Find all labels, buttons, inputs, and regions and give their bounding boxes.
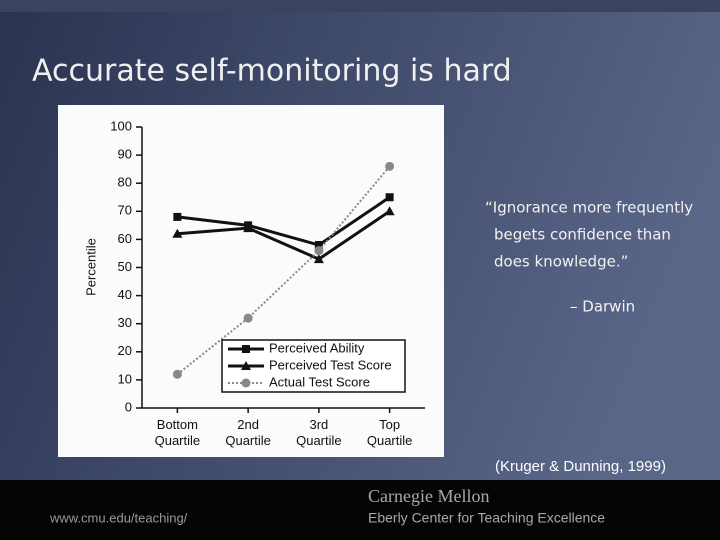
footer-org: Carnegie Mellon xyxy=(368,486,489,506)
x-tick-label: 3rd Quartile xyxy=(296,417,342,448)
series-line xyxy=(176,165,391,376)
attribution: – Darwin xyxy=(570,298,635,316)
y-tick-label: 90 xyxy=(118,147,132,162)
marker xyxy=(314,241,323,250)
footer xyxy=(0,480,720,540)
y-tick-label: 50 xyxy=(118,259,132,274)
y-axis-label: Percentile xyxy=(83,238,98,296)
footer-dept: Eberly Center for Teaching Excellence xyxy=(368,510,605,526)
legend-label: Perceived Ability xyxy=(269,340,365,355)
y-tick-label: 0 xyxy=(125,399,132,414)
y-tick-label: 100 xyxy=(110,118,132,133)
footer-url: www.cmu.edu/teaching/ xyxy=(49,510,188,525)
x-tick-label: Top Quartile xyxy=(367,417,413,448)
legend-label: Perceived Test Score xyxy=(269,357,392,372)
x-tick-label: 2nd Quartile xyxy=(225,417,271,448)
y-tick-label: 30 xyxy=(118,315,132,330)
quote-line: “Ignorance more frequently xyxy=(485,199,693,217)
citation: (Kruger & Dunning, 1999) xyxy=(495,458,666,475)
quote-line: does knowledge.” xyxy=(494,253,628,271)
marker xyxy=(243,223,254,233)
series-line xyxy=(177,210,391,261)
x-tick-label: Bottom Quartile xyxy=(155,417,201,448)
marker xyxy=(243,313,253,323)
top-band xyxy=(0,0,720,12)
legend-marker xyxy=(241,378,251,388)
y-tick-label: 10 xyxy=(118,371,132,386)
slide-title: Accurate self-monitoring is hard xyxy=(32,54,512,89)
y-tick-label: 70 xyxy=(118,203,132,218)
marker xyxy=(314,246,324,256)
y-tick-label: 40 xyxy=(118,287,132,302)
marker xyxy=(173,212,182,221)
legend-marker xyxy=(242,345,250,353)
legend-marker xyxy=(241,361,251,370)
marker xyxy=(385,193,394,202)
chart-image xyxy=(58,105,444,457)
y-tick-label: 60 xyxy=(118,231,132,246)
legend-label: Actual Test Score xyxy=(269,374,370,389)
marker xyxy=(172,228,183,238)
y-tick-label: 80 xyxy=(118,175,132,190)
legend: Perceived Ability Perceived Test Score Act… xyxy=(221,339,406,393)
quote-line: begets confidence than xyxy=(494,226,671,244)
marker xyxy=(385,161,395,171)
marker xyxy=(172,369,182,379)
marker xyxy=(313,254,324,264)
series-line xyxy=(177,196,391,247)
quote: “Ignorance more frequently begets confide… xyxy=(485,199,693,271)
chart: Percentile 0 10 20 30 40 50 60 70 80 90 100 Bottom Q… xyxy=(83,118,425,448)
marker xyxy=(384,206,395,216)
y-tick-label: 20 xyxy=(118,343,132,358)
